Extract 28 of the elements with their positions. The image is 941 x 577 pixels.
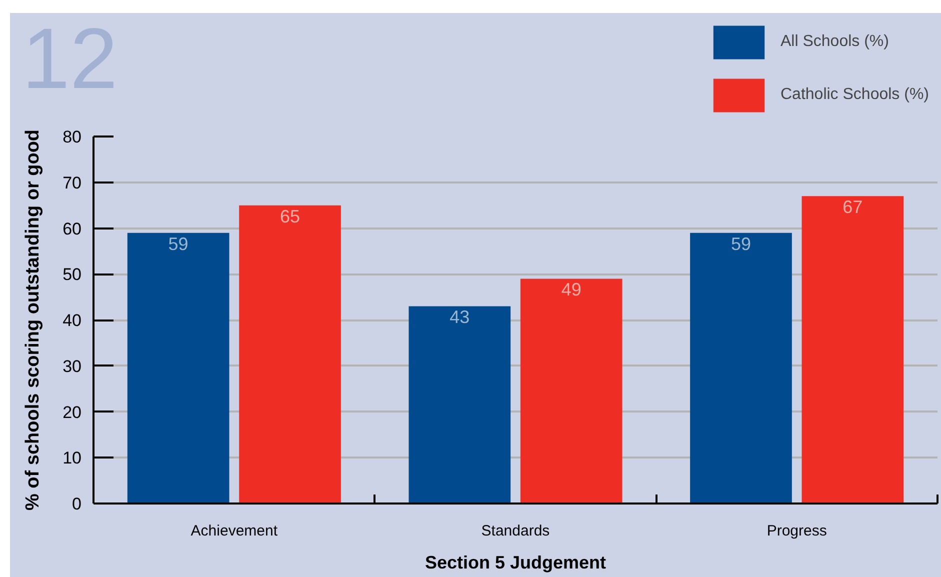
data-label: 59 <box>168 234 188 254</box>
data-label: 67 <box>842 197 863 218</box>
x-tick-label: Standards <box>481 522 550 540</box>
bar <box>520 278 622 504</box>
data-label: 43 <box>450 307 470 328</box>
legend-label: All Schools (%) <box>780 33 889 51</box>
bar <box>127 232 230 504</box>
bar <box>690 232 792 504</box>
bar <box>408 306 511 504</box>
x-axis-title: Section 5 Judgement <box>424 552 606 572</box>
y-tick-label: 50 <box>62 265 82 284</box>
data-label: 65 <box>280 206 300 226</box>
y-tick-label: 60 <box>62 219 82 238</box>
legend-label: Catholic Schools (%) <box>780 86 929 104</box>
y-tick-label: 20 <box>62 402 82 422</box>
data-label: 49 <box>561 280 582 300</box>
y-tick-label: 70 <box>62 173 82 192</box>
x-tick-label: Progress <box>766 522 827 540</box>
y-tick-label: 30 <box>62 356 82 376</box>
data-label: 59 <box>730 234 752 254</box>
x-tick-label: Achievement <box>190 522 278 540</box>
bar <box>239 205 341 504</box>
y-tick-label: 80 <box>62 128 82 146</box>
bar <box>802 196 904 504</box>
y-tick-label: 0 <box>72 494 82 514</box>
y-axis-title: % of schools scoring outstanding or good <box>22 129 44 511</box>
y-tick-label: 10 <box>62 448 82 468</box>
y-tick-label: 40 <box>62 311 82 330</box>
